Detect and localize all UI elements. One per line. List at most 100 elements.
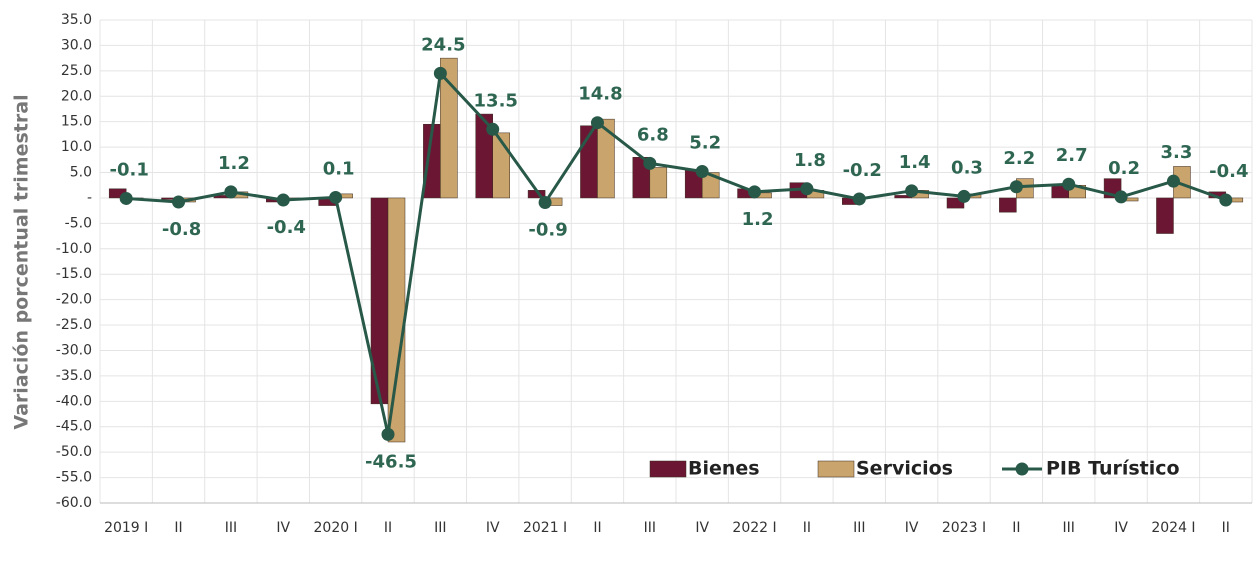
legend-label: Bienes xyxy=(688,458,760,480)
value-label: 0.1 xyxy=(323,158,355,179)
bar xyxy=(597,118,615,199)
x-tick-label: III xyxy=(225,520,237,536)
value-label: -0.9 xyxy=(528,220,567,241)
x-tick-label: III xyxy=(853,520,865,536)
bar xyxy=(440,57,458,199)
x-tick-label: 2021 I xyxy=(523,520,567,536)
y-tick-label: -25.0 xyxy=(56,317,92,333)
value-label: 6.8 xyxy=(637,124,669,145)
point xyxy=(381,427,395,441)
point xyxy=(276,193,290,207)
point xyxy=(1062,177,1076,191)
value-label: 13.5 xyxy=(474,90,518,111)
y-tick-label: -10.0 xyxy=(56,241,92,257)
x-tick-label: II xyxy=(384,520,392,536)
value-label: 1.2 xyxy=(742,209,774,230)
x-tick-label: IV xyxy=(1114,520,1128,536)
value-label: 0.3 xyxy=(951,157,983,178)
x-tick-label: II xyxy=(1012,520,1020,536)
point xyxy=(748,185,762,199)
point xyxy=(1219,193,1233,207)
x-tick-label: IV xyxy=(276,520,290,536)
value-label: 24.5 xyxy=(421,34,465,55)
point xyxy=(486,122,500,136)
bar xyxy=(1156,197,1174,234)
point xyxy=(1114,190,1128,204)
x-tick-label: 2024 I xyxy=(1151,520,1195,536)
point xyxy=(905,184,919,198)
point xyxy=(957,189,971,203)
point xyxy=(590,116,604,130)
point xyxy=(695,165,709,179)
value-label: 2.7 xyxy=(1056,145,1088,166)
y-tick-label: -60.0 xyxy=(56,495,92,511)
value-label: 14.8 xyxy=(578,84,622,105)
point xyxy=(119,191,133,205)
bar xyxy=(946,197,965,209)
y-tick-label: 15.0 xyxy=(61,114,92,130)
y-tick-label: 20.0 xyxy=(61,88,92,104)
x-tick-label: III xyxy=(434,520,446,536)
value-label: 1.2 xyxy=(218,153,250,174)
y-tick-label: -30.0 xyxy=(56,342,92,358)
y-tick-label: -35.0 xyxy=(56,368,92,384)
point xyxy=(852,192,866,206)
value-label: -0.2 xyxy=(843,160,882,181)
point xyxy=(172,195,186,209)
x-tick-label: 2023 I xyxy=(942,520,986,536)
x-tick-label: II xyxy=(593,520,601,536)
value-label: 1.8 xyxy=(794,150,826,171)
x-tick-label: 2020 I xyxy=(314,520,358,536)
y-tick-label: 25.0 xyxy=(61,63,92,79)
y-tick-label: 35.0 xyxy=(61,12,92,28)
bar xyxy=(701,172,720,199)
value-label: 1.4 xyxy=(899,152,931,173)
y-tick-label: -50.0 xyxy=(56,444,92,460)
value-label: -0.4 xyxy=(1209,161,1248,182)
point xyxy=(800,182,814,196)
y-tick-label: 10.0 xyxy=(61,139,92,155)
point xyxy=(643,156,657,170)
y-tick-label: 30.0 xyxy=(61,37,92,53)
value-label: 0.2 xyxy=(1108,158,1140,179)
point xyxy=(433,66,447,80)
point xyxy=(329,190,343,204)
bar xyxy=(387,197,406,443)
x-tick-label: 2019 I xyxy=(104,520,148,536)
y-tick-label: -45.0 xyxy=(56,419,92,435)
y-tick-label: -15.0 xyxy=(56,266,92,282)
line xyxy=(126,70,1227,435)
y-tick-label: -55.0 xyxy=(56,470,92,486)
y-tick-label: -20.0 xyxy=(56,292,92,308)
point xyxy=(224,185,238,199)
legend-label: Servicios xyxy=(856,458,953,480)
x-tick-label: 2022 I xyxy=(732,520,776,536)
legend-marker xyxy=(1015,462,1029,476)
y-axis-title: Variación porcentual trimestral xyxy=(11,94,33,429)
point xyxy=(1166,174,1180,188)
point xyxy=(538,196,552,210)
x-tick-label: II xyxy=(174,520,182,536)
x-tick-label: IV xyxy=(905,520,919,536)
y-tick-label: -5.0 xyxy=(65,215,92,231)
x-tick-label: II xyxy=(1222,520,1230,536)
value-label: 3.3 xyxy=(1161,142,1193,163)
y-tick-label: 5.0 xyxy=(70,165,92,181)
value-label: -0.1 xyxy=(110,159,149,180)
x-tick-label: IV xyxy=(695,520,709,536)
legend-swatch xyxy=(649,460,687,478)
value-label: -0.8 xyxy=(162,219,201,240)
y-tick-label: - xyxy=(87,190,92,206)
x-tick-label: II xyxy=(803,520,811,536)
x-tick-label: III xyxy=(1063,520,1075,536)
legend-label: PIB Turístico xyxy=(1046,458,1180,480)
value-label: 5.2 xyxy=(689,133,721,154)
y-tick-label: -40.0 xyxy=(56,393,92,409)
bar xyxy=(999,197,1017,213)
bar xyxy=(649,167,668,199)
point xyxy=(1009,180,1023,194)
value-label: -46.5 xyxy=(365,451,417,472)
x-tick-label: IV xyxy=(486,520,500,536)
value-label: 2.2 xyxy=(1003,148,1035,169)
